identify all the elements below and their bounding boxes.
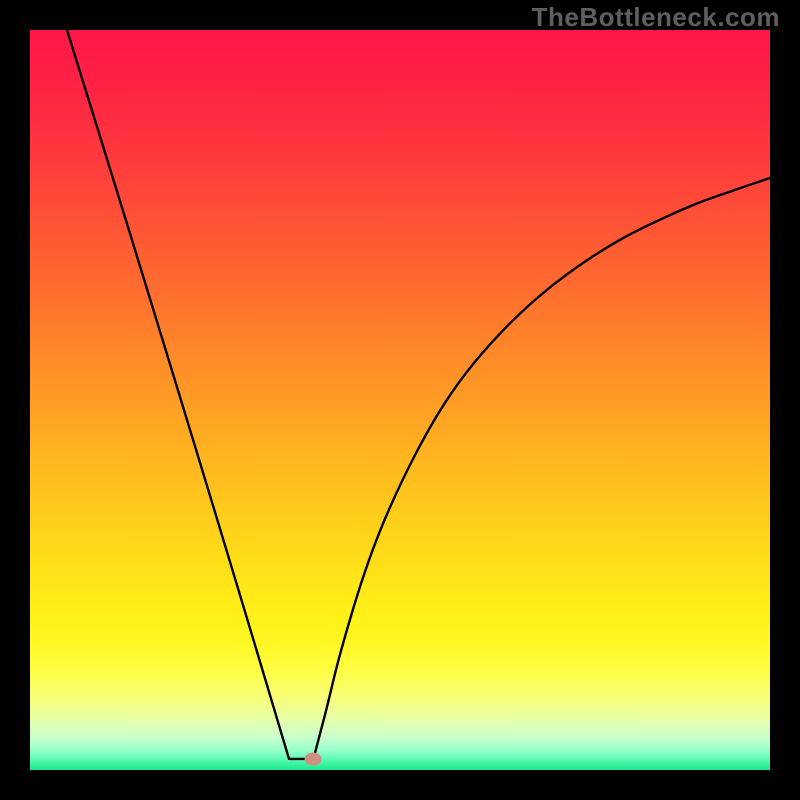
chart-frame: TheBottleneck.com bbox=[0, 0, 800, 800]
watermark-label: TheBottleneck.com bbox=[532, 2, 780, 33]
plot-area bbox=[30, 30, 770, 770]
optimal-point-marker bbox=[305, 752, 322, 765]
bottleneck-chart-svg bbox=[30, 30, 770, 770]
gradient-background bbox=[30, 30, 770, 770]
